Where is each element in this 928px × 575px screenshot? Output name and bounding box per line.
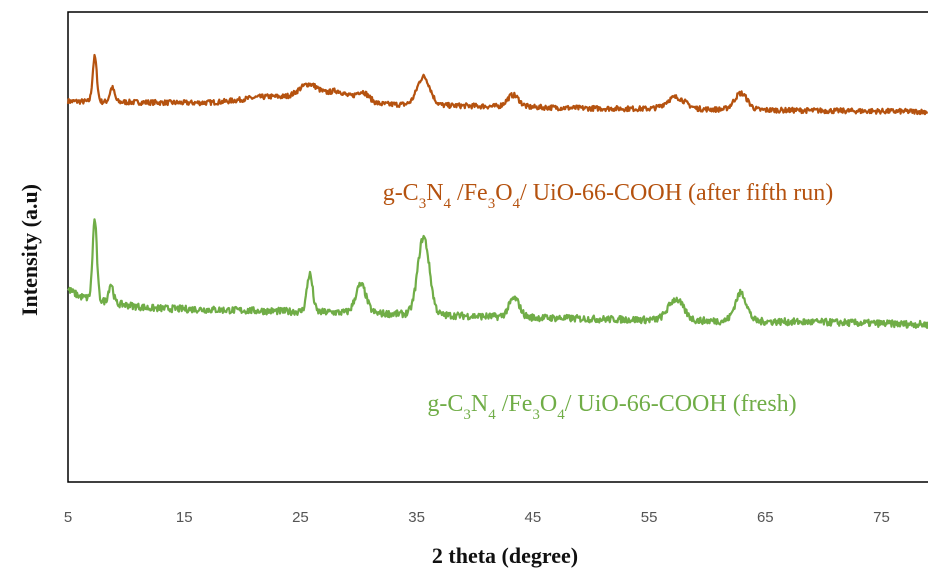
x-tick-label: 75 (873, 509, 890, 526)
x-tick-label: 65 (757, 509, 774, 526)
x-axis-title: 2 theta (degree) (432, 543, 578, 568)
x-tick-label: 25 (292, 509, 309, 526)
series-line-fresh (67, 218, 928, 329)
series-line-after (66, 53, 928, 116)
x-tick-label: 5 (64, 509, 72, 526)
x-tick-label: 55 (641, 509, 658, 526)
y-axis-title: Intensity (a.u) (17, 184, 42, 316)
x-tick-label: 15 (176, 509, 193, 526)
x-tick-label: 35 (408, 509, 425, 526)
x-tick-labels: 5 15 25 35 45 55 65 75 (64, 509, 890, 526)
x-tick-label: 45 (525, 509, 542, 526)
series-label-after: g-C3N4 /Fe3O4/ UiO-66-COOH (after fifth … (383, 180, 834, 212)
series-layer (66, 53, 928, 329)
series-label-fresh: g-C3N4 /Fe3O4/ UiO-66-COOH (fresh) (427, 391, 796, 423)
plot-frame (67, 11, 928, 483)
